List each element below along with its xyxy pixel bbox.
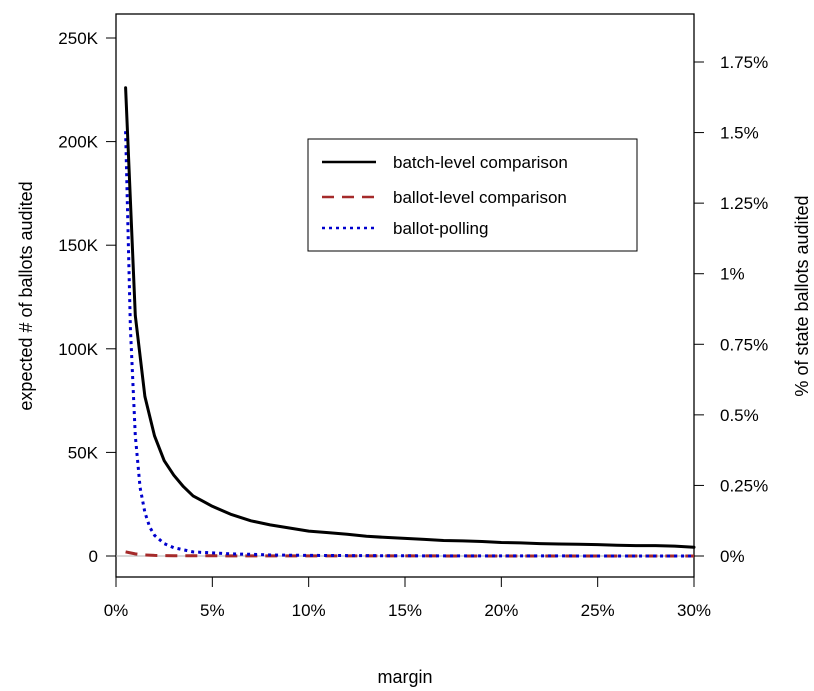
y-left-tick-label: 100K — [58, 340, 98, 359]
y-right-tick-label: 1.75% — [720, 53, 768, 72]
legend-box — [307, 138, 638, 252]
y-right-tick-label: 1.25% — [720, 194, 768, 213]
legend-label-ballot-polling: ballot-polling — [393, 219, 488, 238]
x-tick-label: 20% — [484, 601, 518, 620]
legend-label-ballot-comparison: ballot-level comparison — [393, 188, 567, 207]
y-left-tick-label: 250K — [58, 29, 98, 48]
y-right-tick-label: 0.5% — [720, 406, 759, 425]
x-tick-label: 0% — [104, 601, 129, 620]
y-right-tick-label: 1% — [720, 265, 745, 284]
x-tick-label: 15% — [388, 601, 422, 620]
y-left-tick-label: 150K — [58, 236, 98, 255]
x-axis-title: margin — [377, 667, 432, 687]
x-tick-label: 10% — [292, 601, 326, 620]
y-axis-left-title: expected # of ballots audited — [16, 181, 36, 410]
y-right-tick-label: 0.75% — [720, 335, 768, 354]
plot-frame — [115, 13, 695, 578]
legend-label-batch: batch-level comparison — [393, 153, 568, 172]
series-layer — [124, 86, 696, 558]
legend: batch-level comparison ballot-level comp… — [307, 138, 638, 252]
y-left-tick-label: 200K — [58, 133, 98, 152]
series-line-ballot-level-comparison — [125, 550, 694, 558]
y-axis-left: 0 50K 100K 150K 200K 250K — [58, 29, 116, 566]
x-tick-label: 5% — [200, 601, 225, 620]
y-axis-right-title: % of state ballots audited — [792, 195, 812, 396]
y-right-tick-label: 1.5% — [720, 124, 759, 143]
y-right-tick-label: 0% — [720, 547, 745, 566]
x-axis: 0% 5% 10% 15% 20% 25% 30% — [104, 577, 711, 620]
y-left-tick-label: 0 — [89, 547, 98, 566]
x-tick-label: 30% — [677, 601, 711, 620]
y-right-tick-label: 0.25% — [720, 476, 768, 495]
series-line-batch-level-comparison — [124, 86, 696, 549]
y-axis-right: 0% 0.25% 0.5% 0.75% 1% 1.25% 1.5% 1.75% — [694, 53, 768, 566]
y-left-tick-label: 50K — [68, 443, 99, 462]
x-tick-label: 25% — [581, 601, 615, 620]
